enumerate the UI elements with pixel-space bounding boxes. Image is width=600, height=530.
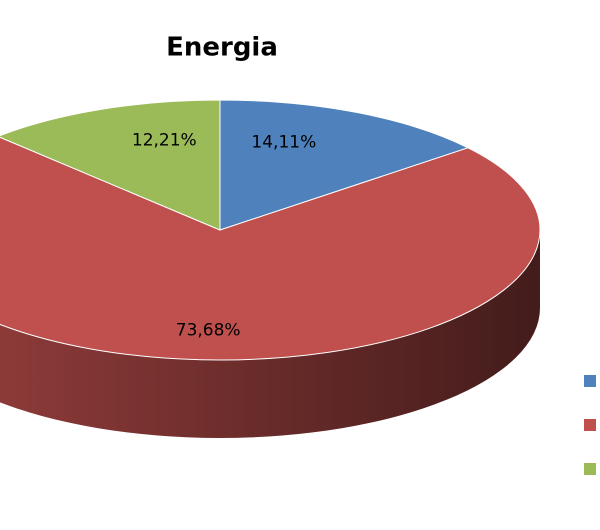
pie-slice	[219, 99, 470, 231]
legend-swatch	[584, 375, 596, 387]
pie-side	[0, 230, 540, 438]
pie-slice	[0, 136, 541, 361]
pie-slice	[0, 99, 221, 231]
data-label: 73,68%	[176, 321, 241, 341]
data-label: 12,21%	[132, 130, 197, 150]
data-label: 14,11%	[251, 133, 316, 153]
legend-swatch	[584, 463, 596, 475]
legend-swatch	[584, 419, 596, 431]
chart-title: Energia	[166, 33, 278, 63]
